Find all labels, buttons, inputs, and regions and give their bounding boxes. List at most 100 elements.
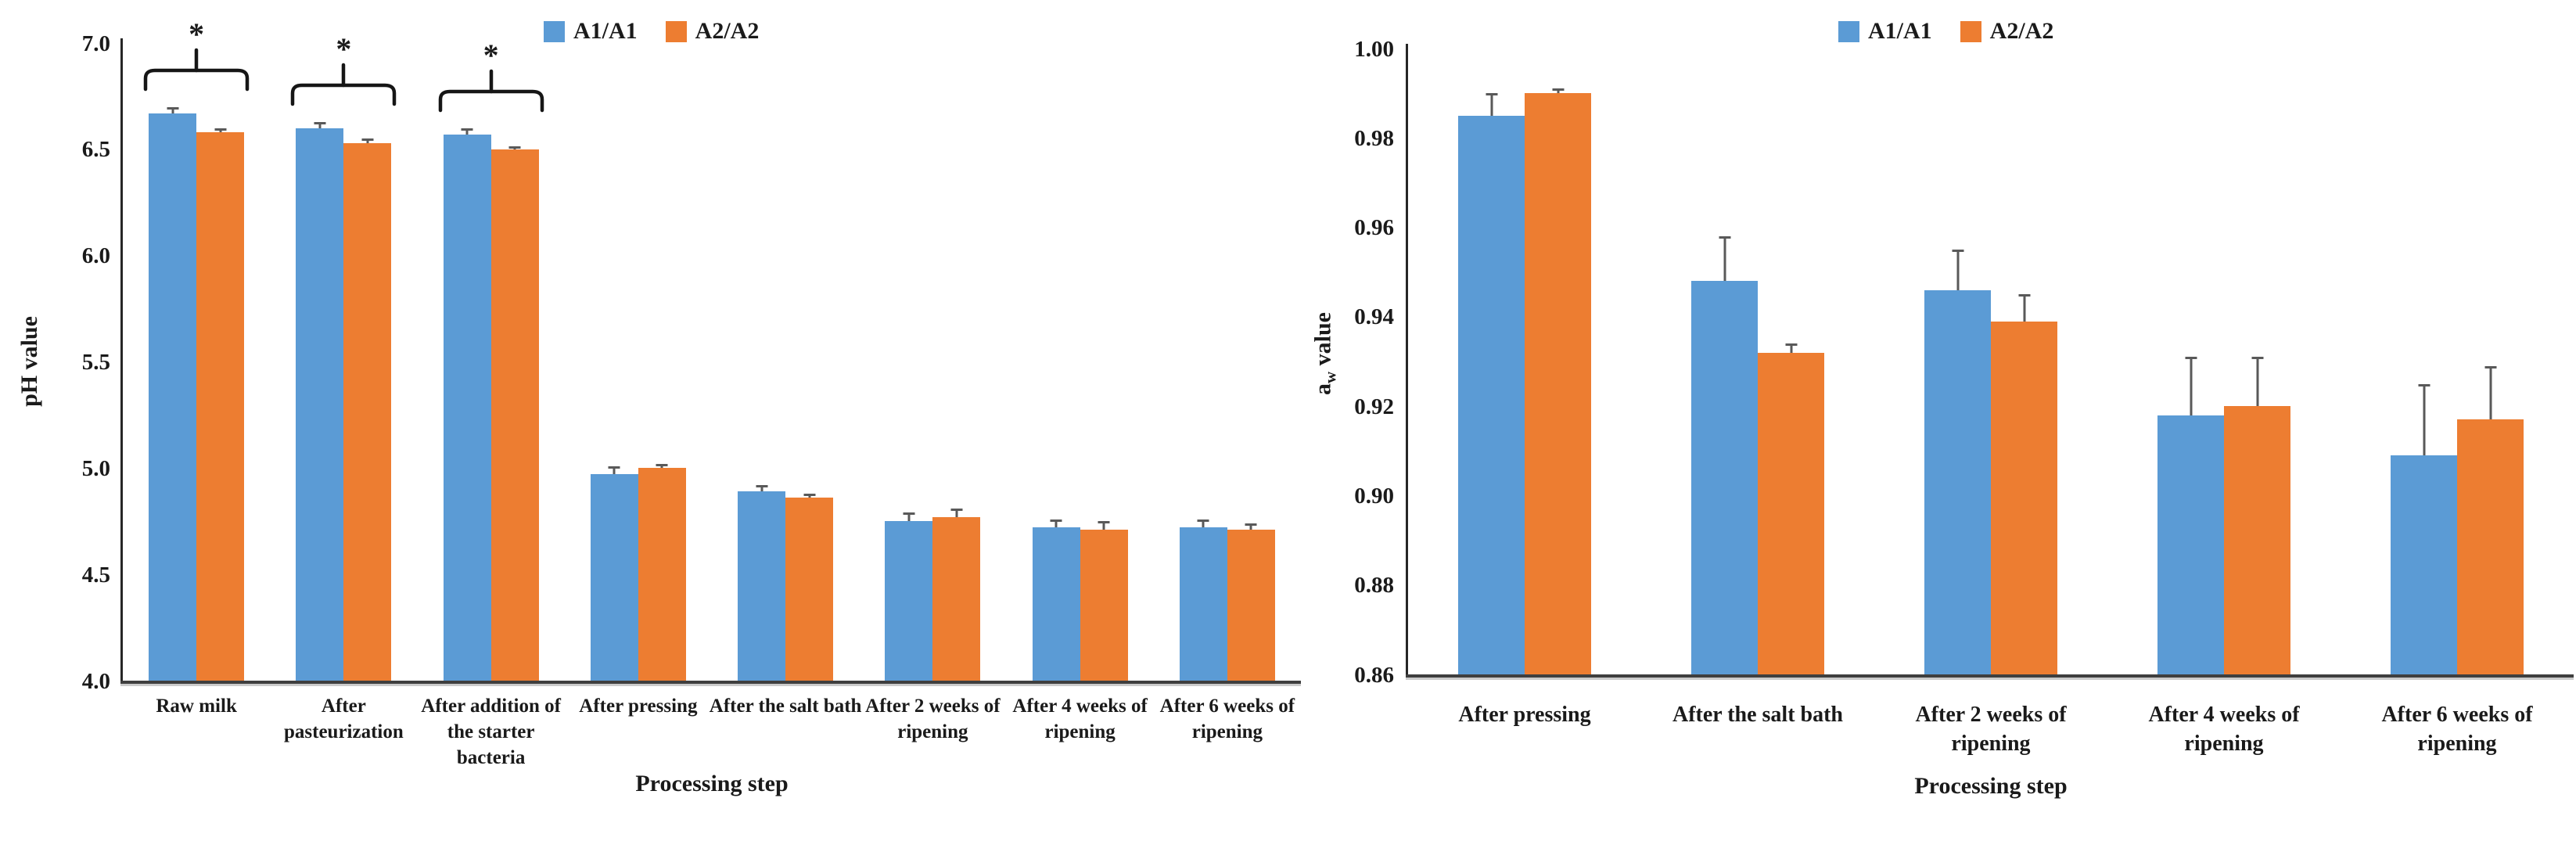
error-bar [2418,383,2430,455]
legend-label: A2/A2 [695,18,760,44]
error-bar-stem [2489,365,2492,420]
legend: A1/A1 A2/A2 [1838,20,2053,43]
error-bar-stem [2256,357,2258,407]
error-bar [756,485,768,492]
error-bar-cap [2251,357,2263,360]
error-bar-stem [318,121,322,128]
error-bar-cap [1098,521,1110,524]
legend-swatch [1838,20,1859,42]
error-bar-cap [1486,93,1497,96]
bar-a2a2 [343,142,392,681]
bar-a2a2 [1991,321,2057,674]
y-axis-line [1406,44,1408,678]
legend-swatch [1960,20,1981,42]
error-bar-cap [803,493,816,496]
bar-a1a1 [296,128,344,681]
error-bar [2018,294,2031,322]
error-bar [1245,523,1257,530]
error-bar [1050,519,1062,528]
error-bar-stem [1956,250,1959,290]
bar-a2a2 [2457,419,2524,674]
bar-a2a2 [1758,352,1824,674]
y-tick-label: 0.90 [1354,483,1394,509]
category-label: After pasteurization [283,696,404,742]
error-bar-stem [2190,357,2192,415]
error-bar-cap [214,128,227,131]
y-tick-label: 0.96 [1354,215,1394,241]
legend-item: A2/A2 [1960,20,2053,43]
y-tick-label: 7.0 [81,31,110,56]
error-bar [1719,236,1731,282]
error-bar-stem [907,512,911,522]
error-bar-stem [465,128,469,135]
error-bar-stem [613,466,616,475]
error-bar [608,466,620,475]
error-bar [314,121,326,128]
error-bar [656,463,668,469]
error-bar [361,138,374,143]
error-bar [1197,519,1209,528]
y-tick-label: 0.88 [1354,573,1394,599]
error-bar [1952,250,1964,290]
bar-a2a2 [932,516,981,681]
error-bar [903,512,915,522]
category-label: After 4 weeks of ripening [1012,696,1148,742]
error-bar-stem [955,508,958,517]
bar-a1a1 [1458,115,1525,674]
error-bar [1785,343,1798,353]
bar-a1a1 [2391,455,2457,674]
category-label: After 4 weeks of ripening [2148,703,2300,756]
x-axis-title: Processing step [635,771,789,796]
error-bar-cap [950,508,963,511]
error-bar [508,146,521,149]
y-tick-label: 0.92 [1354,394,1394,419]
significance-bracket [438,68,544,113]
y-tick-label: 6.5 [81,137,110,163]
bar-a2a2 [1227,530,1275,681]
error-bar-cap [1952,250,1963,253]
aw-chart: 1.00 0.98 0.96 0.94 0.92 0.90 0.88 0.86 aw value… [1291,0,2576,852]
x-axis-line [1406,674,2574,678]
category-label: After pressing [1458,703,1591,727]
category-label: Raw milk [156,696,237,717]
error-bar-cap [1552,88,1564,92]
bar-a2a2 [2224,406,2290,674]
bar-a1a1 [885,521,933,681]
error-bar [1098,521,1110,530]
bar-a1a1 [1032,527,1080,681]
legend-swatch [665,20,687,42]
category-label: After addition of the starter bacteria [421,696,561,768]
error-bar-stem [1790,343,1792,353]
error-bar-cap [608,466,620,469]
legend-item: A1/A1 [1838,20,1932,43]
error-bar-cap [1719,236,1730,239]
error-bar-cap [903,512,915,516]
significance-asterisk: * [336,31,352,67]
error-bar [167,106,179,113]
y-tick-label: 6.0 [81,243,110,269]
ph-chart: 7.0 6.5 6.0 5.5 5.0 4.5 4.0 pH value Raw milk Aft… [16,18,1301,796]
error-bar-cap [361,138,374,142]
error-bar [2251,357,2264,407]
y-axis-line [120,38,123,684]
error-bar-cap [2418,383,2430,386]
bar-a2a2 [785,498,834,681]
bar-a1a1 [1179,527,1227,681]
category-label: After 2 weeks of ripening [865,696,1001,742]
error-bar-cap [167,106,179,110]
error-bar-stem [1249,523,1252,530]
y-axis-title-part: value [1310,311,1336,372]
bar-a2a2 [490,149,539,681]
error-bar [1486,93,1498,116]
error-bar [1552,88,1565,94]
x-axis-line [120,681,1301,684]
bar-a1a1 [1924,289,1991,674]
error-bar-cap [1050,519,1062,522]
legend-label: A1/A1 [1868,18,1932,44]
error-bar-stem [1102,521,1105,530]
error-bar [2484,365,2497,420]
error-bar-cap [1785,343,1797,347]
y-tick-label: 1.00 [1354,36,1394,62]
category-label: After the salt bath [709,696,862,717]
